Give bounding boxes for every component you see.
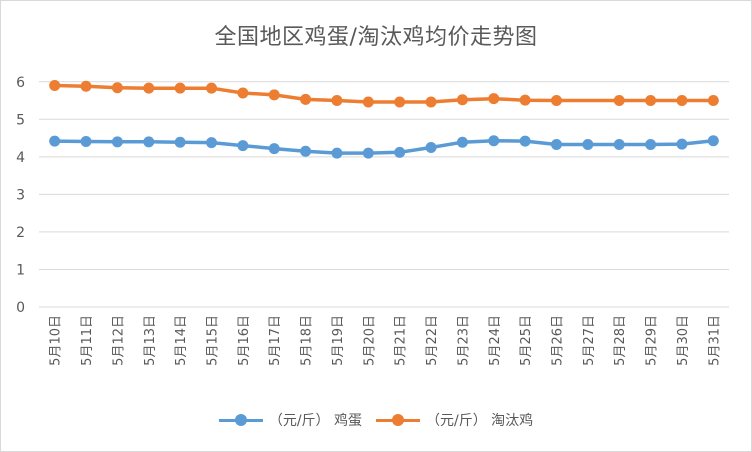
data-point bbox=[300, 93, 312, 105]
y-tick-label: 0 bbox=[16, 300, 25, 316]
data-point bbox=[331, 147, 343, 159]
x-tick-label: 5月19日 bbox=[331, 315, 346, 366]
y-tick-label: 1 bbox=[16, 262, 25, 278]
data-point bbox=[49, 135, 61, 147]
x-tick-label: 5月15日 bbox=[206, 315, 221, 366]
x-tick-label: 5月14日 bbox=[174, 315, 189, 366]
data-point bbox=[268, 143, 280, 155]
y-tick-label: 3 bbox=[16, 187, 25, 203]
x-tick-label: 5月24日 bbox=[488, 315, 503, 366]
data-point bbox=[488, 93, 500, 105]
x-tick-label: 5月13日 bbox=[143, 315, 158, 366]
x-tick-label: 5月23日 bbox=[456, 315, 471, 366]
series-line-0 bbox=[52, 138, 716, 155]
x-tick-label: 5月11日 bbox=[80, 315, 95, 366]
data-point bbox=[488, 135, 500, 147]
data-point bbox=[519, 94, 531, 106]
x-tick-label: 5月18日 bbox=[300, 315, 315, 366]
y-tick-label: 4 bbox=[16, 150, 25, 166]
x-tick-label: 5月21日 bbox=[394, 315, 409, 366]
data-point bbox=[676, 138, 688, 150]
x-tick-label: 5月27日 bbox=[582, 315, 597, 366]
data-point bbox=[707, 95, 719, 107]
x-tick-label: 5月25日 bbox=[519, 315, 534, 366]
data-point bbox=[237, 87, 249, 99]
legend-item-culled-hen: （元/斤） 淘汰鸡 bbox=[376, 410, 533, 430]
data-point bbox=[174, 136, 186, 148]
x-tick-label: 5月12日 bbox=[111, 315, 126, 366]
data-point bbox=[613, 138, 625, 150]
y-tick-label: 5 bbox=[16, 112, 25, 128]
data-point bbox=[362, 96, 374, 108]
legend: （元/斤） 鸡蛋 （元/斤） 淘汰鸡 bbox=[1, 410, 751, 430]
x-tick-label: 5月10日 bbox=[49, 315, 64, 366]
data-point bbox=[707, 135, 719, 147]
data-point bbox=[206, 137, 217, 149]
legend-swatch-culled-hen bbox=[376, 414, 420, 426]
data-point bbox=[456, 136, 468, 148]
legend-label-egg: （元/斤） 鸡蛋 bbox=[268, 413, 362, 429]
data-point bbox=[425, 141, 437, 153]
data-point bbox=[676, 95, 688, 107]
data-point bbox=[456, 94, 468, 106]
data-point bbox=[49, 80, 61, 92]
x-tick-label: 5月28日 bbox=[613, 315, 628, 366]
x-tick-label: 5月17日 bbox=[268, 315, 283, 366]
data-point bbox=[237, 140, 249, 152]
data-point bbox=[582, 138, 594, 150]
data-point bbox=[425, 96, 437, 108]
legend-label-culled-hen: （元/斤） 淘汰鸡 bbox=[426, 413, 534, 429]
data-point bbox=[174, 82, 186, 94]
legend-swatch-egg bbox=[218, 414, 263, 426]
data-point bbox=[300, 145, 312, 157]
data-point bbox=[645, 138, 657, 150]
x-tick-label: 5月16日 bbox=[237, 315, 252, 366]
data-point bbox=[206, 82, 217, 94]
x-tick-label: 5月26日 bbox=[551, 315, 566, 366]
y-tick-label: 2 bbox=[16, 225, 25, 241]
data-point bbox=[551, 95, 562, 107]
data-point bbox=[331, 95, 343, 107]
data-point bbox=[551, 138, 562, 150]
legend-item-egg: （元/斤） 鸡蛋 bbox=[218, 410, 362, 430]
data-point bbox=[362, 147, 374, 159]
x-tick-label: 5月20日 bbox=[362, 315, 377, 366]
x-tick-label: 5月31日 bbox=[707, 315, 722, 366]
data-point bbox=[645, 95, 657, 107]
data-point bbox=[268, 89, 280, 101]
x-tick-label: 5月29日 bbox=[645, 315, 660, 366]
data-point bbox=[613, 95, 625, 107]
x-tick-label: 5月22日 bbox=[425, 315, 440, 366]
data-point bbox=[394, 146, 406, 158]
data-point bbox=[143, 136, 155, 148]
chart-title: 全国地区鸡蛋/淘汰鸡均价走势图 bbox=[214, 25, 538, 50]
data-point bbox=[111, 82, 123, 94]
x-tick-label: 5月30日 bbox=[676, 315, 691, 366]
data-point bbox=[80, 80, 92, 92]
y-tick-label: 6 bbox=[16, 75, 25, 91]
data-point bbox=[519, 135, 531, 147]
data-point bbox=[394, 96, 406, 108]
data-point bbox=[111, 136, 123, 148]
data-point bbox=[143, 82, 155, 94]
data-point bbox=[80, 135, 92, 147]
